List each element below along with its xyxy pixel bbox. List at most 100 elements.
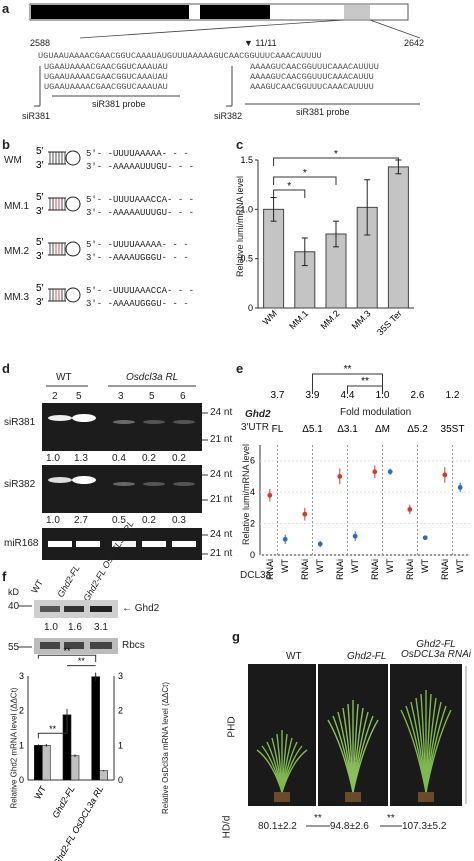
row-top-seq: 5′- -UUUUAAAAA- - - (86, 149, 189, 159)
panel-d-label: d (2, 361, 10, 376)
sir381-label: siR381 (22, 111, 51, 121)
fold-value: 3.9 (306, 390, 320, 401)
heading-date: 94.8±2.6 (330, 821, 369, 832)
western-value: 1.6 (68, 622, 82, 633)
sig-bracket (273, 157, 399, 166)
row-top-seq: 5′- -UUUUAAACCA- - - (86, 195, 195, 205)
row-bottom-seq: 3′- -AAAAUGGGU- - - (86, 299, 189, 309)
western-value: 3.1 (94, 622, 108, 633)
quant-value: 1.3 (74, 453, 88, 464)
blot-name: miR168 (4, 538, 39, 549)
x-tick-label: RNAi (335, 559, 345, 580)
sig-star: ** (78, 656, 86, 666)
sig-star: * (334, 149, 338, 160)
plant-leaf (425, 709, 452, 793)
construct-label: ΔM (375, 424, 390, 435)
construct-label: Δ3.1 (337, 424, 358, 435)
size-marker: 21 nt (210, 494, 233, 505)
ghd2-band-label: ← Ghd2 (122, 603, 160, 614)
strand-3: 3′ (36, 251, 44, 262)
utr-label: 3′UTR (241, 422, 269, 433)
fold-value: 2.6 (411, 390, 425, 401)
y-tick-label: 2 (250, 519, 255, 529)
lane-number: 6 (180, 391, 186, 402)
sig-star: ** (314, 813, 322, 824)
strand-5: 5′ (36, 192, 44, 203)
x-tick-label: RNAi (265, 559, 275, 580)
lane-number: 2 (52, 391, 58, 402)
plant-title: WT (286, 651, 302, 662)
x-tick-label: WT (420, 559, 430, 573)
data-point (337, 474, 343, 479)
blot-sir382 (42, 465, 202, 513)
blot-sir381 (42, 403, 202, 451)
data-point (372, 469, 378, 475)
pos-start: 2588 (30, 38, 51, 48)
quant-value: 0.2 (142, 515, 156, 526)
probe-right-label: siR381 probe (296, 107, 350, 117)
data-point (317, 541, 323, 547)
quant-value: 0.3 (172, 515, 186, 526)
y-tick-label: 2 (19, 706, 24, 716)
y-tick-label: 1.0 (240, 204, 253, 214)
plant-pot (274, 792, 290, 802)
sig-star: ** (344, 364, 352, 375)
kd-label: kD (8, 587, 19, 597)
y-tick-label: 0 (19, 775, 24, 785)
sig-star: ** (361, 376, 369, 387)
sir382-seq-2: AAAAGUCAACGGUUUCAAACAUUU (250, 72, 374, 82)
sir382-seq-3: AAAGUCAACGGUUUCAAACAUUUU (250, 82, 374, 92)
data-point (457, 485, 463, 490)
sir382-label: siR382 (214, 111, 243, 121)
sir381-seq-2: UGAAUAAAACGAACGGUCAAAUAU (44, 72, 168, 82)
rbcs-band-label: Rbcs (122, 640, 145, 651)
plant-title: Ghd2-FL OsDCL3a RNAi (400, 639, 472, 660)
row-top-seq: 5′- -UUUUAAACCA- - - (86, 286, 195, 296)
target-sequence: UGUAAUAAAACGAACGGUCAAAUAUGUUUAAAAAGUCAAC… (38, 51, 322, 61)
quant-value: 0.4 (112, 453, 126, 464)
row-name: MM.3 (4, 292, 29, 303)
probe-left-label: siR381 probe (92, 99, 146, 109)
lane-number: 3 (118, 391, 124, 402)
sig-star: * (303, 168, 307, 179)
dcl-label: DCL3a (240, 570, 272, 581)
panel-c-label: c (236, 137, 244, 152)
size-marker: 24 nt (210, 407, 233, 418)
x-tick-label: WT (280, 559, 290, 573)
y-tick-label: 0 (118, 775, 123, 785)
panel-e-label: e (236, 361, 244, 376)
x-tick-label: RNAi (370, 559, 380, 580)
blot-name: siR382 (4, 479, 36, 490)
strand-5: 5′ (36, 146, 44, 157)
sig-bracket (37, 708, 68, 739)
construct-label: Δ5.2 (407, 424, 428, 435)
fold-value: 3.7 (271, 390, 285, 401)
size-marker: 24 nt (210, 469, 233, 480)
hairpin-loop (65, 196, 81, 212)
panel-g-label: g (232, 629, 240, 644)
sig-star: ** (63, 646, 71, 656)
marker-40: 40 (8, 601, 20, 612)
fold-value: 1.0 (376, 390, 390, 401)
sig-star: ** (49, 724, 57, 734)
plant-pot (418, 792, 434, 802)
x-tick-label: WT (350, 559, 360, 573)
plant-title: Ghd2-FL (347, 651, 387, 662)
y-tick-label: 1 (19, 740, 24, 750)
strand-3: 3′ (36, 206, 44, 217)
lane-number: 5 (149, 391, 155, 402)
quant-value: 0.2 (172, 453, 186, 464)
heading-date: 80.1±2.2 (258, 821, 297, 832)
gene-label: Ghd2 (245, 409, 271, 420)
construct-label: FL (272, 424, 284, 435)
row-name: MM.1 (4, 201, 29, 212)
data-point (302, 511, 308, 517)
y-tick-label: 0 (250, 550, 255, 560)
quant-value: 0.5 (112, 515, 126, 526)
